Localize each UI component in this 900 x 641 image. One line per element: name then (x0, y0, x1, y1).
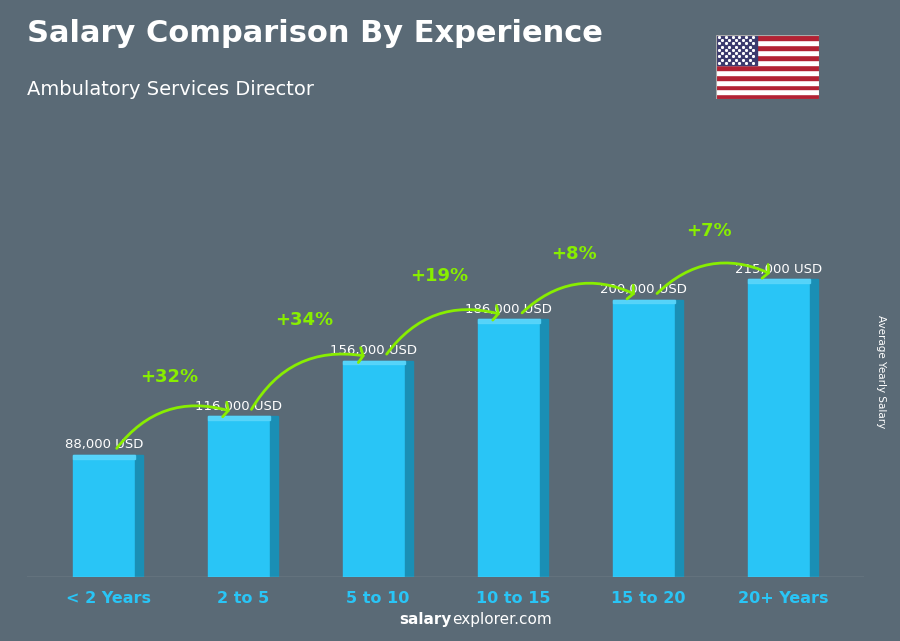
Bar (540, 319, 548, 577)
Bar (343, 361, 405, 577)
Bar (716, 35, 757, 65)
Bar (716, 40, 819, 45)
Text: 156,000 USD: 156,000 USD (330, 344, 418, 357)
Text: 200,000 USD: 200,000 USD (600, 283, 688, 296)
Text: +19%: +19% (410, 267, 468, 285)
Text: 186,000 USD: 186,000 USD (465, 303, 553, 316)
Text: +32%: +32% (140, 369, 198, 387)
Bar (208, 416, 270, 577)
Bar (748, 279, 810, 577)
Text: Salary Comparison By Experience: Salary Comparison By Experience (27, 19, 603, 48)
Text: +8%: +8% (551, 245, 597, 263)
Bar (208, 416, 270, 420)
Bar (716, 90, 819, 94)
Text: Average Yearly Salary: Average Yearly Salary (877, 315, 886, 428)
Bar (716, 60, 819, 65)
Bar (716, 70, 819, 75)
Text: 116,000 USD: 116,000 USD (195, 400, 283, 413)
Text: 88,000 USD: 88,000 USD (65, 438, 143, 451)
Bar (716, 45, 819, 50)
Bar (716, 75, 819, 79)
Text: salary: salary (400, 612, 452, 627)
Bar (810, 279, 818, 577)
Text: +34%: +34% (274, 311, 333, 329)
Bar (716, 65, 819, 70)
Bar (716, 85, 819, 90)
Bar (716, 79, 819, 85)
Bar (73, 455, 135, 458)
Bar (716, 35, 819, 40)
Bar (270, 416, 278, 577)
Text: 215,000 USD: 215,000 USD (735, 263, 823, 276)
Text: Ambulatory Services Director: Ambulatory Services Director (27, 80, 314, 99)
Bar (716, 94, 819, 99)
Bar (748, 279, 810, 283)
Bar (716, 50, 819, 55)
Text: +7%: +7% (686, 222, 732, 240)
Bar (478, 319, 540, 577)
Bar (135, 455, 143, 577)
Bar (73, 455, 135, 577)
Bar (613, 300, 675, 577)
Bar (675, 300, 683, 577)
Bar (716, 55, 819, 60)
Bar (405, 361, 413, 577)
Bar (343, 361, 405, 365)
Text: explorer.com: explorer.com (452, 612, 552, 627)
Bar (478, 319, 540, 323)
Bar (613, 300, 675, 303)
